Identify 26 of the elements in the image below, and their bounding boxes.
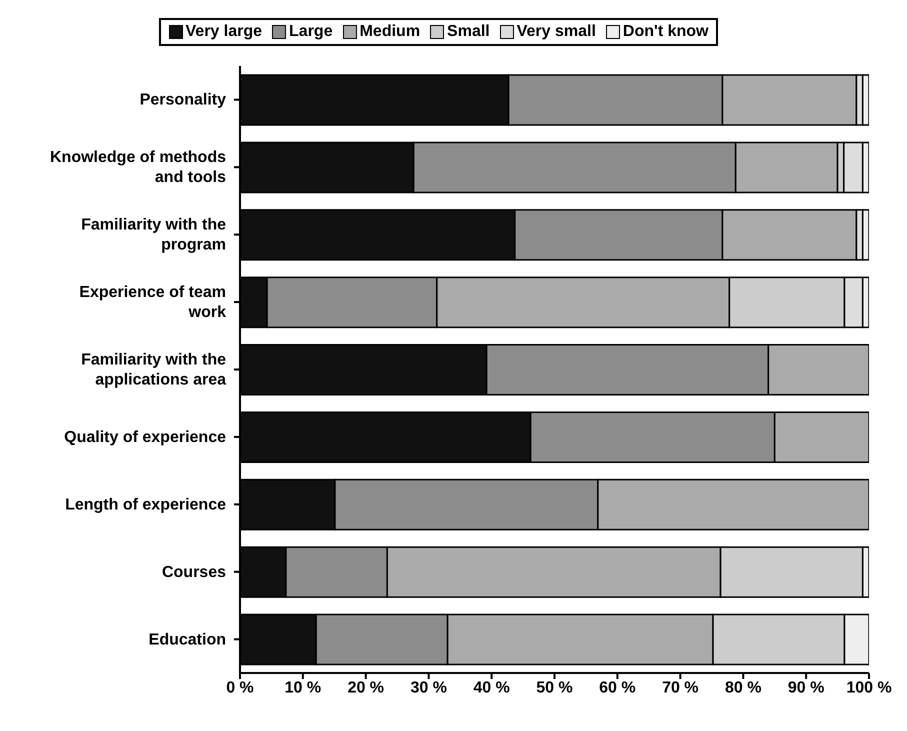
legend-label: Very large [184, 23, 262, 41]
y-tick-label: Knowledge of methods and tools [50, 148, 226, 186]
x-tick-label: 70 % [662, 679, 699, 696]
x-tick-label: 40 % [473, 679, 510, 696]
x-tick-label: 20 % [348, 679, 384, 696]
legend-label: Medium [358, 23, 420, 41]
y-tick-label: Experience of team work [79, 284, 226, 321]
y-tick-label: Education [148, 630, 226, 648]
x-tick-label: 90 % [788, 679, 824, 696]
y-tick-label: Courses [162, 563, 226, 580]
x-tick-label: 80 % [724, 679, 762, 696]
y-tick-label: Familiarity with the program [81, 216, 226, 254]
x-tick-label: 50 % [536, 679, 573, 696]
x-tick-label: 30 % [410, 679, 447, 696]
y-tick-label: Personality [140, 91, 226, 108]
y-tick-label: Length of experience [65, 496, 226, 513]
x-tick-label: 10 % [284, 679, 322, 696]
x-tick-label: 100 % [846, 679, 892, 696]
x-tick-label: 0 % [226, 679, 254, 696]
y-tick-label: Quality of experience [64, 428, 226, 446]
y-tick-label: Familiarity with the applications area [81, 351, 226, 388]
legend-label: Very small [516, 23, 596, 41]
legend-label: Large [288, 23, 333, 41]
legend-label: Don't know [622, 23, 708, 41]
x-tick-label: 60 % [599, 679, 636, 696]
legend-label: Small [446, 23, 490, 41]
